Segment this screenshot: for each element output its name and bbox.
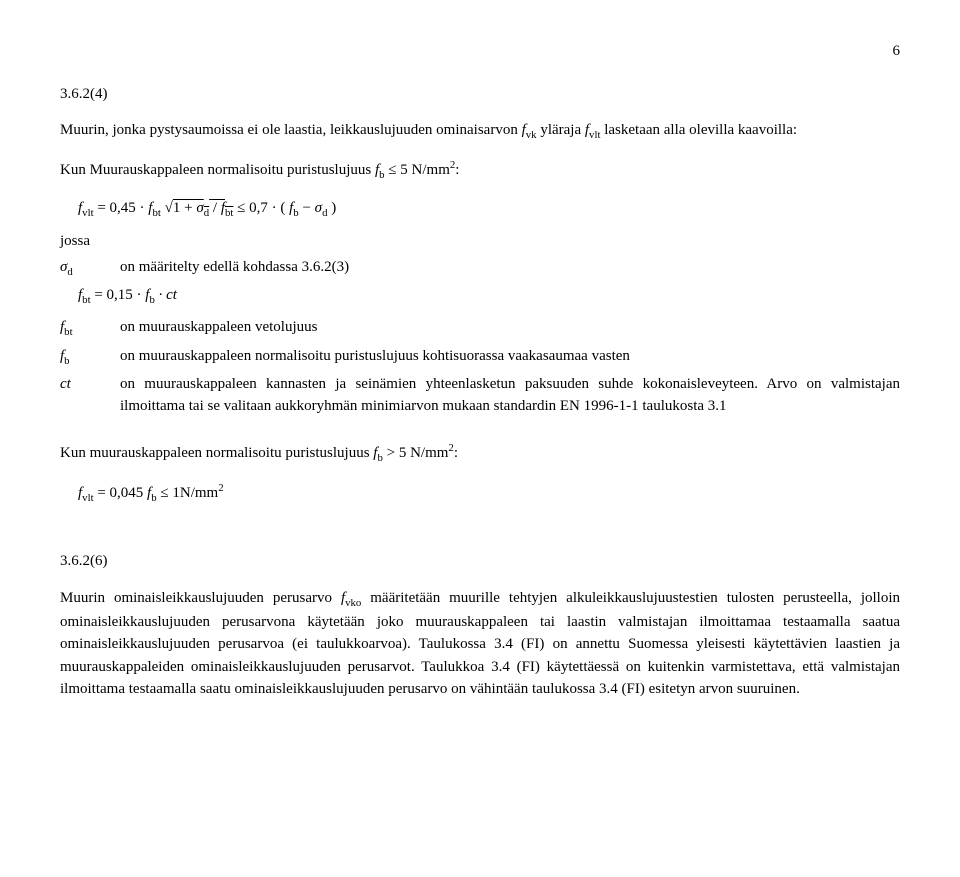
def-txt-fb: on muurauskappaleen normalisoitu puristu…: [120, 345, 900, 368]
def-txt-ct: on muurauskappaleen kannasten ja seinämi…: [120, 373, 900, 422]
formula-fvlt-1: fvlt = 0,45 · fbt √1 + σd / fbt ≤ 0,7 · …: [78, 197, 900, 221]
def-sym-fbt: fbt: [60, 316, 120, 340]
def-txt-sigma: on määritelty edellä kohdassa 3.6.2(3): [120, 256, 900, 279]
def-txt-fbt: on muurauskappaleen vetolujuus: [120, 316, 900, 339]
def-sym-ct: ct: [60, 373, 120, 396]
formula-fvlt-2: fvlt = 0,045 fb ≤ 1N/mm2: [78, 480, 900, 506]
section-number-1: 3.6.2(4): [60, 83, 900, 106]
intro-paragraph: Muurin, jonka pystysaumoissa ei ole laas…: [60, 119, 900, 143]
section-number-2: 3.6.2(6): [60, 550, 900, 573]
page-number: 6: [60, 40, 900, 63]
case1-label: Kun Muurauskappaleen normalisoitu purist…: [60, 157, 900, 183]
def-sym-fb: fb: [60, 345, 120, 369]
case2-label: Kun muurauskappaleen normalisoitu purist…: [60, 440, 900, 466]
jossa-label: jossa: [60, 230, 900, 253]
formula-fbt: fbt = 0,15 · fb · ct: [78, 284, 900, 308]
def-row-fbt: fbt on muurauskappaleen vetolujuus: [60, 316, 900, 340]
def-row-ct: ct on muurauskappaleen kannasten ja sein…: [60, 373, 900, 422]
def-row-fb: fb on muurauskappaleen normalisoitu puri…: [60, 345, 900, 369]
sec2-paragraph: Muurin ominaisleikkauslujuuden perusarvo…: [60, 587, 900, 701]
def-sym-sigma: σd: [60, 256, 120, 280]
def-row-sigma: σd on määritelty edellä kohdassa 3.6.2(3…: [60, 256, 900, 280]
